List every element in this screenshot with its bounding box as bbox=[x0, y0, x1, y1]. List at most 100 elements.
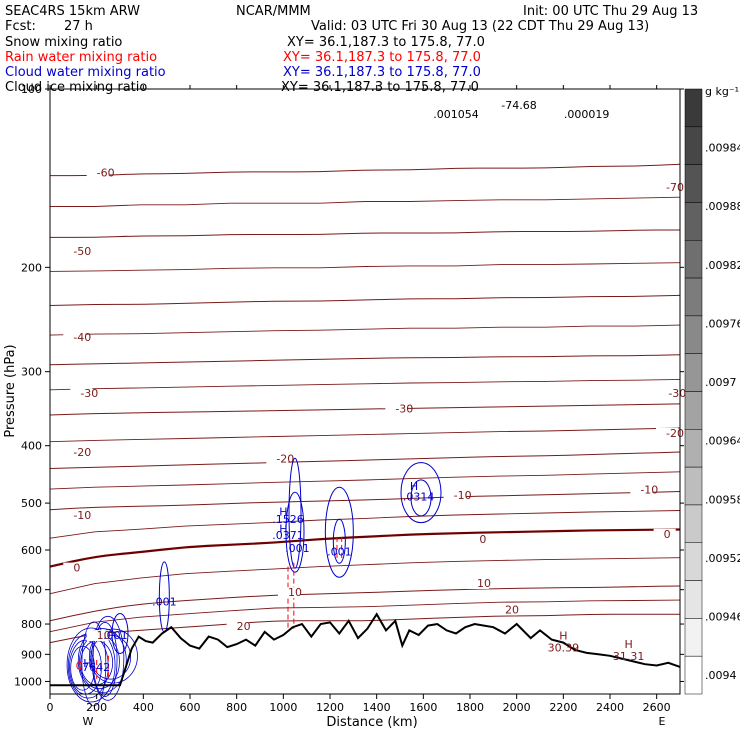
colorbar-bin bbox=[684, 655, 703, 695]
cloud-water-label: .001 bbox=[285, 542, 310, 555]
colorbar-label: .00946 bbox=[705, 610, 740, 623]
x-tick-label: 2000 bbox=[503, 701, 531, 714]
isotherm-m40 bbox=[49, 354, 681, 366]
isotherm-label-bg bbox=[86, 630, 109, 642]
colorbar-bin bbox=[684, 466, 703, 506]
isotherm-label: 0 bbox=[73, 562, 80, 575]
isotherm-label: 20 bbox=[505, 604, 519, 617]
rain-water-label: 0 bbox=[76, 660, 83, 673]
isotherm-label: -50 bbox=[73, 245, 91, 258]
isotherm-label-bg bbox=[86, 167, 109, 179]
east-label: E bbox=[659, 715, 666, 728]
isotherm-label-bg bbox=[226, 620, 249, 632]
cloud-water-label: .001 bbox=[152, 596, 177, 609]
ice-label: .001054 bbox=[433, 108, 479, 121]
isotherm-20 bbox=[49, 613, 680, 644]
x-tick-label: 1600 bbox=[409, 701, 437, 714]
colorbar-bin bbox=[684, 353, 703, 392]
isotherm-label-bg bbox=[63, 246, 86, 258]
fcst-label: Fcst: bbox=[5, 19, 36, 34]
isotherm-label: 10 bbox=[288, 586, 302, 599]
cloud-water-label: .0314 bbox=[403, 491, 435, 504]
cloud-water-contour bbox=[111, 613, 129, 655]
terrain-line bbox=[50, 612, 681, 687]
cloud-water-contour bbox=[77, 628, 127, 693]
temperature-contours bbox=[49, 163, 681, 644]
x-tick-label: 1800 bbox=[456, 701, 484, 714]
colorbar-label: .00952 bbox=[705, 552, 740, 565]
isotherm-label: -70 bbox=[666, 181, 684, 194]
colorbar-bin bbox=[684, 618, 703, 657]
isotherm-label-bg bbox=[63, 562, 86, 574]
isotherm-m60 bbox=[49, 229, 680, 238]
isotherm-label-bg bbox=[63, 331, 86, 343]
x-tick-label: 200 bbox=[86, 701, 107, 714]
terrain-high-value: 31.31 bbox=[613, 650, 645, 663]
contour-labels: -60 -50 -40 -30 -20 -10 0 10 20 -30 -20 -10 0 10 20 10 -… bbox=[63, 99, 686, 674]
cloud-water-label: .1526 bbox=[272, 513, 304, 526]
x-tick-label: 1400 bbox=[363, 701, 391, 714]
valid-time: Valid: 03 UTC Fri 30 Aug 13 (22 CDT Thu … bbox=[311, 19, 649, 34]
isotherm-label-bg bbox=[469, 534, 492, 546]
isotherm-label-bg bbox=[63, 510, 86, 522]
colorbar-bin bbox=[684, 277, 703, 317]
colorbar-label: .00988 bbox=[705, 200, 740, 213]
isotherm-label-bg bbox=[443, 489, 466, 501]
isotherm-intermediate bbox=[49, 471, 681, 490]
isotherm-label: -10 bbox=[73, 509, 91, 522]
isotherm-label: 0 bbox=[664, 528, 671, 541]
isotherm-label: 10 bbox=[97, 629, 111, 642]
colorbar-label: .00982 bbox=[705, 259, 740, 272]
isotherm-intermediate bbox=[49, 557, 681, 595]
isotherm-label: -20 bbox=[276, 452, 294, 465]
cloud-water-contour bbox=[324, 486, 354, 578]
y-tick-label: 100 bbox=[21, 83, 42, 96]
isotherm-label: -30 bbox=[668, 387, 686, 400]
colorbar-bin bbox=[684, 580, 703, 619]
colorbar: .00984 .00988 .00982 .00976 .0097 .00964 .0095… bbox=[684, 88, 740, 695]
init-time: Init: 00 UTC Thu 29 Aug 13 bbox=[523, 4, 698, 19]
colorbar-bin bbox=[684, 542, 703, 581]
cloud-water-contour bbox=[89, 628, 138, 684]
colorbar-bin bbox=[684, 315, 703, 354]
isotherm-label-bg bbox=[70, 388, 93, 400]
ice-label: -74.68 bbox=[501, 99, 536, 112]
isotherm-intermediate bbox=[50, 196, 681, 207]
colorbar-bin bbox=[684, 202, 703, 241]
field-label-rain: Rain water mixing ratio bbox=[5, 50, 157, 65]
cloud-water-label: .0371 bbox=[272, 529, 304, 542]
model-title: SEAC4RS 15km ARW bbox=[5, 4, 140, 19]
y-axis-label: Pressure (hPa) bbox=[3, 344, 18, 437]
field-label-cloud-water: Cloud water mixing ratio bbox=[5, 65, 166, 80]
field-label-snow: Snow mixing ratio bbox=[5, 35, 122, 50]
x-tick-label: 2600 bbox=[643, 701, 671, 714]
isotherm-10 bbox=[49, 585, 681, 622]
isotherm-label-bg bbox=[658, 388, 681, 400]
y-tick-label: 200 bbox=[21, 261, 42, 274]
x-tick-label: 400 bbox=[133, 701, 154, 714]
cloud-water-contour bbox=[332, 518, 346, 564]
cloud-water-label: H bbox=[410, 480, 418, 493]
isotherm-intermediate bbox=[49, 378, 681, 391]
isotherm-m30 bbox=[49, 403, 681, 416]
cloud-water-label: H bbox=[279, 506, 287, 519]
isotherm-label-bg bbox=[278, 587, 300, 599]
colorbar-label: .00984 bbox=[705, 142, 740, 155]
x-tick-label: 0 bbox=[47, 701, 54, 714]
isotherm-label: 20 bbox=[237, 620, 251, 633]
isotherm-label-bg bbox=[495, 604, 517, 616]
isotherm-label-bg bbox=[467, 577, 489, 589]
cloud-water-label: .001 bbox=[103, 629, 128, 642]
y-tick-label: 400 bbox=[21, 440, 42, 453]
x-tick-label: 1000 bbox=[269, 701, 297, 714]
isotherm-intermediate bbox=[49, 510, 681, 539]
isotherm-label: -30 bbox=[395, 402, 413, 415]
x-tick-label: 2200 bbox=[549, 701, 577, 714]
isotherm-0 bbox=[49, 528, 681, 568]
isotherm-label: -20 bbox=[666, 427, 684, 440]
y-tick-label: 800 bbox=[21, 618, 42, 631]
isotherm-label: -20 bbox=[73, 446, 91, 459]
colorbar-bin bbox=[684, 429, 703, 468]
field-label-cloud-ice: Cloud ice mixing ratio bbox=[5, 80, 147, 95]
cloud-water-contour bbox=[410, 479, 432, 517]
